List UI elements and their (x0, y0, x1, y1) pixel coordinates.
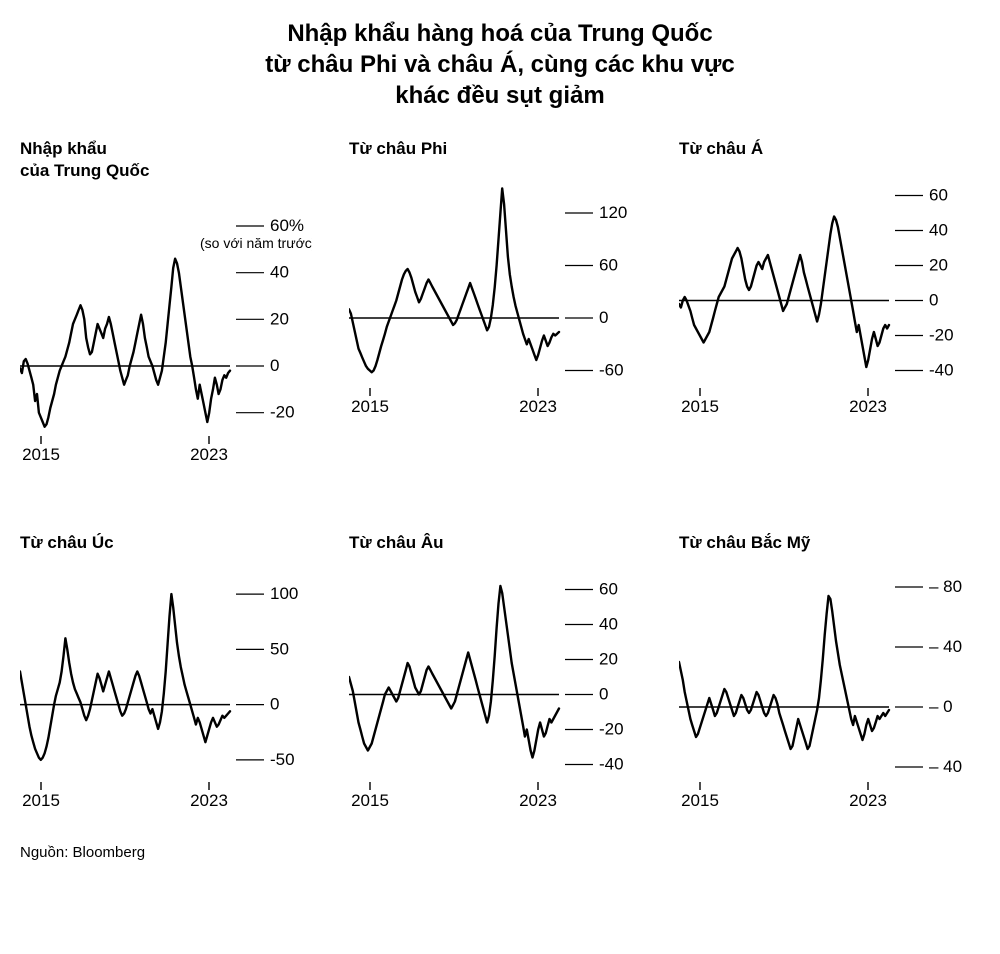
panel-africa: Từ châu Phi 120 60 0 -60 2015 2023 (349, 136, 650, 470)
ytick-label: -40 (929, 360, 954, 379)
xtick-label: 2015 (351, 791, 389, 810)
panel-title: Từ châu Á (679, 139, 763, 158)
ytick-label: 60 (599, 255, 618, 274)
ytick-label: 50 (270, 639, 289, 658)
ytick-label: – 80 (929, 577, 962, 596)
ytick-label: – 0 (929, 697, 953, 716)
ytick-label: 20 (929, 255, 948, 274)
series-line (20, 594, 230, 760)
ytick-label: 0 (599, 308, 608, 327)
ytick-label: 0 (270, 694, 279, 713)
xtick-label: 2015 (351, 397, 389, 416)
xtick-label: 2015 (681, 397, 719, 416)
panel-title: Từ châu Bắc Mỹ (679, 533, 811, 552)
xtick-label: 2023 (849, 791, 887, 810)
series-line (679, 216, 889, 367)
chart-grid: Nhập khẩu của Trung Quốc 60%(so với năm tr… (20, 136, 980, 816)
series-line (20, 258, 230, 426)
source-attribution: Nguồn: Bloomberg (20, 844, 980, 861)
panel-title: Từ châu Úc (20, 533, 114, 552)
chart-africa: Từ châu Phi 120 60 0 -60 2015 2023 (349, 136, 641, 422)
panel-title: Từ châu Phi (349, 139, 447, 158)
ytick-label: 60 (599, 579, 618, 598)
panel-europe: Từ châu Âu 60 40 20 0 -20 -40 2015 2023 (349, 530, 650, 816)
ytick-label: 0 (929, 290, 938, 309)
panel-australia: Từ châu Úc 100 50 0 -50 2015 2023 (20, 530, 321, 816)
ytick-label: – 40 (929, 757, 962, 776)
ytick-label: -20 (599, 719, 624, 738)
ytick-label: -40 (599, 754, 624, 773)
xtick-label: 2023 (190, 445, 228, 464)
ytick-label: 60 (929, 185, 948, 204)
ytick-label: -60 (599, 360, 624, 379)
panel-china-imports: Nhập khẩu của Trung Quốc 60%(so với năm tr… (20, 136, 321, 470)
ytick-label: 40 (929, 220, 948, 239)
chart-australia: Từ châu Úc 100 50 0 -50 2015 2023 (20, 530, 312, 816)
ytick-label: 20 (599, 649, 618, 668)
panel-asia: Từ châu Á 60 40 20 0 -20 -40 2015 2023 (679, 136, 980, 470)
ytick-label: – 40 (929, 637, 962, 656)
ytick-label: 0 (270, 356, 279, 375)
xtick-label: 2015 (22, 791, 60, 810)
chart-china-imports: Nhập khẩu của Trung Quốc 60%(so với năm tr… (20, 136, 312, 470)
ytick-label: -20 (929, 325, 954, 344)
chart-north-america: Từ châu Bắc Mỹ – 80 – 40 – 0 – 40 2015 2023 (679, 530, 971, 816)
series-line (349, 188, 559, 372)
series-line (349, 586, 559, 758)
panel-title: Nhập khẩu (20, 139, 107, 158)
ytick-label: 60% (270, 216, 304, 235)
ytick-label: 0 (599, 684, 608, 703)
ytick-label: 100 (270, 584, 298, 603)
chart-asia: Từ châu Á 60 40 20 0 -20 -40 2015 2023 (679, 136, 971, 422)
ytick-label: 120 (599, 203, 627, 222)
series-line (679, 596, 889, 749)
ytick-label: 40 (599, 614, 618, 633)
ytick-label: 20 (270, 309, 289, 328)
ytick-label: -50 (270, 749, 295, 768)
panel-title: Từ châu Âu (349, 533, 443, 552)
xtick-label: 2023 (519, 791, 557, 810)
panel-north-america: Từ châu Bắc Mỹ – 80 – 40 – 0 – 40 2015 2023 (679, 530, 980, 816)
xtick-label: 2023 (519, 397, 557, 416)
ytick-label: -20 (270, 402, 295, 421)
panel-title: của Trung Quốc (20, 161, 149, 180)
panel-subtitle: (so với năm trước) (200, 235, 312, 251)
ytick-label: 40 (270, 262, 289, 281)
chart-europe: Từ châu Âu 60 40 20 0 -20 -40 2015 2023 (349, 530, 641, 816)
xtick-label: 2015 (681, 791, 719, 810)
main-title: Nhập khẩu hàng hoá của Trung Quốc từ châ… (20, 18, 980, 112)
xtick-label: 2015 (22, 445, 60, 464)
xtick-label: 2023 (849, 397, 887, 416)
xtick-label: 2023 (190, 791, 228, 810)
